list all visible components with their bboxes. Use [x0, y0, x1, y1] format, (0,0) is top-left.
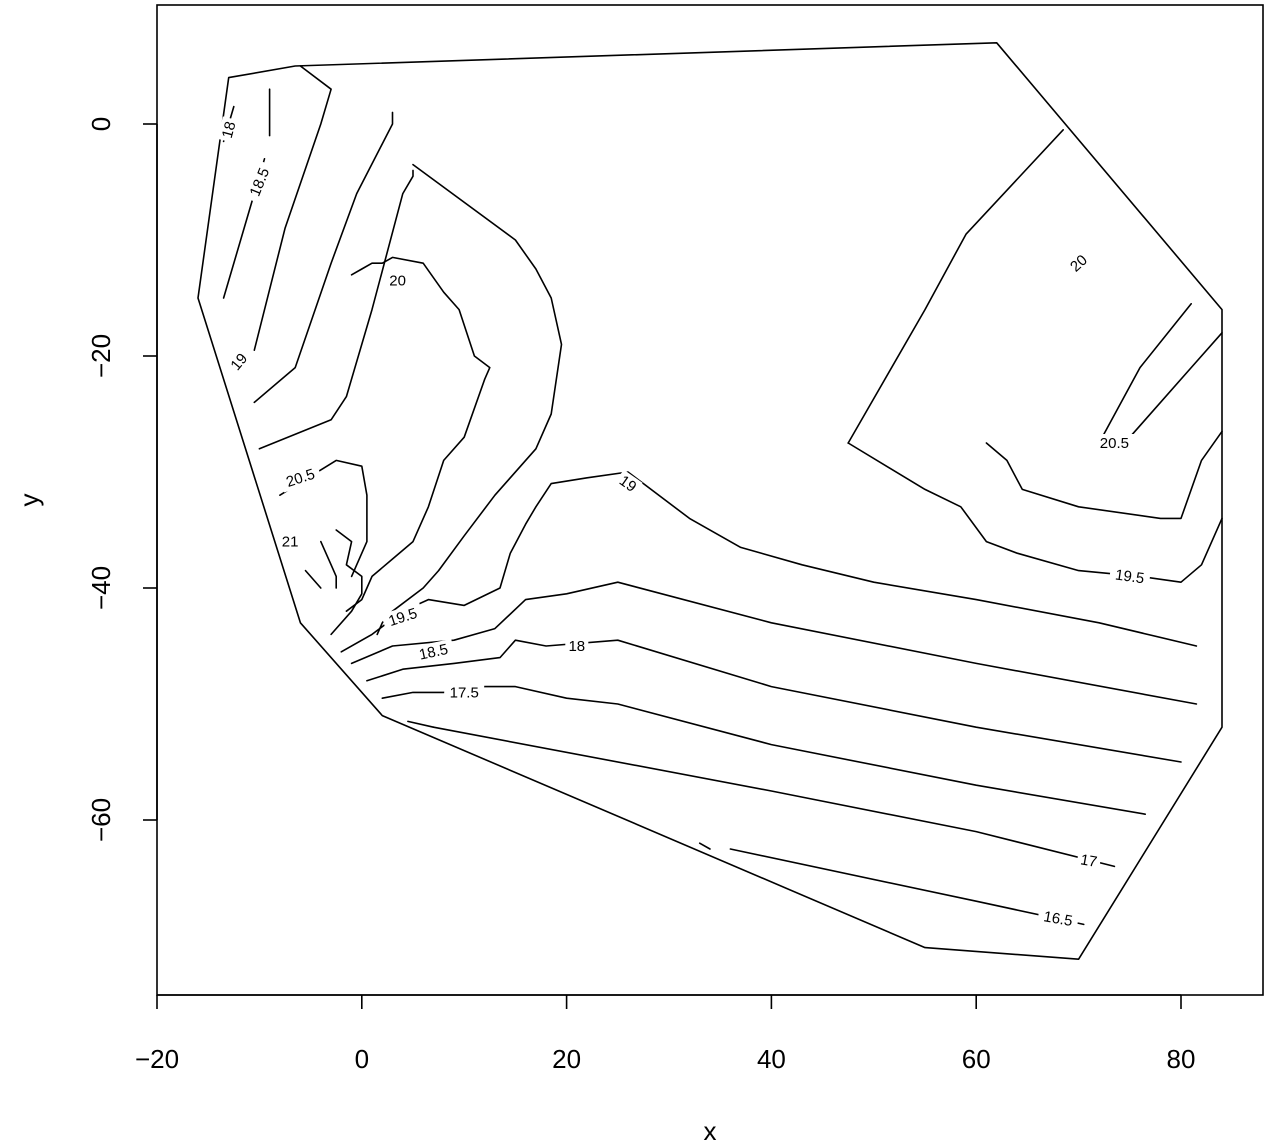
contour-label-bg [1075, 849, 1102, 872]
x-axis: −20 0 20 40 60 80 [135, 994, 1196, 1074]
contour-line-19-2-0 [253, 65, 332, 351]
contour-line-18-5-10-0 [350, 581, 1198, 705]
contour-label-layer: 18 18.5 19 20 20.5 21 19.5 18.5 18 17.5 19 17 16.5 19… [217, 116, 1151, 931]
contour-label-bg [1036, 906, 1080, 931]
contour-line-20-5-18-1 [1129, 332, 1223, 438]
contour-label-bg [278, 463, 323, 493]
contour-label-text: 19.5 [1114, 566, 1145, 587]
contour-label-12: 16.5 [1036, 906, 1080, 931]
y-tick-label: −60 [86, 798, 116, 842]
contour-label-bg [565, 637, 589, 655]
x-tick-label: 0 [355, 1044, 369, 1074]
contour-layer [222, 65, 1223, 926]
y-tick-label: 0 [86, 117, 116, 131]
contour-line-20-5-8-0 [279, 459, 368, 578]
contour-label-text: 18.5 [418, 641, 450, 664]
contour-label-text: 20 [389, 273, 406, 290]
x-axis-title: x [704, 1116, 717, 1146]
contour-label-text: 17.5 [450, 684, 479, 701]
contour-label-bg [278, 532, 302, 551]
x-tick-label: 60 [962, 1044, 991, 1074]
contour-label-2: 19 [224, 347, 254, 377]
contour-label-bg [613, 469, 643, 498]
contour-label-8: 18 [565, 637, 589, 655]
contour-label-text: 19 [227, 350, 251, 374]
contour-line-21-6-0 [304, 569, 322, 589]
contour-line-20-5-18-0 [1098, 303, 1192, 444]
contour-line-19-9-0 [340, 471, 1198, 653]
contour-label-bg [444, 683, 485, 702]
y-tick-label: −20 [86, 334, 116, 378]
x-tick-label: 40 [757, 1044, 786, 1074]
contour-label-text: 20 [1067, 252, 1091, 276]
contour-line-19-5-16-0 [847, 442, 1223, 583]
contour-label-bg [386, 271, 410, 290]
contour-label-text: 18.5 [247, 165, 274, 198]
contour-line-21-6-1 [320, 540, 337, 589]
contour-label-text: 21 [282, 534, 299, 551]
contour-label-10: 19 [613, 469, 643, 498]
contour-line-20-5-5-0 [345, 256, 491, 612]
contour-label-text: 18 [568, 638, 585, 655]
y-tick-label: −40 [86, 566, 116, 610]
contour-label-0: 18 [217, 116, 241, 144]
x-tick-label: −20 [135, 1044, 179, 1074]
contour-line-17-13-0 [407, 720, 435, 728]
contour-label-text: 16.5 [1042, 908, 1074, 930]
contour-label-text: 18 [219, 120, 240, 141]
contour-label-9: 17.5 [444, 683, 485, 702]
contour-label-text: 17 [1079, 851, 1098, 871]
contour-label-13: 19.5 [1108, 564, 1151, 589]
contour-label-bg [1094, 434, 1135, 452]
contour-label-text: 19.5 [386, 605, 419, 630]
hull-layer [197, 42, 1223, 960]
contour-label-bg [412, 638, 455, 665]
contour-line-20-4-1 [376, 163, 563, 636]
contour-label-1: 18.5 [243, 160, 276, 204]
contour-line-20-4-0 [258, 169, 414, 450]
contour-label-bg [243, 160, 276, 204]
contour-line-19-5-3-0 [253, 111, 394, 404]
y-axis-title: y [14, 494, 44, 507]
contour-label-6: 19.5 [380, 602, 425, 632]
contour-line-17-13-1 [432, 726, 1116, 868]
contour-label-7: 18.5 [412, 638, 455, 665]
plot-frame [156, 4, 1264, 996]
contour-label-bg [380, 602, 425, 632]
contour-line-20-17-0 [985, 430, 1223, 520]
x-tick-label: 20 [552, 1044, 581, 1074]
data-hull-boundary [197, 42, 1223, 960]
contour-line-19-5-7-0 [330, 529, 363, 636]
contour-label-4: 20.5 [278, 463, 323, 493]
contour-line-17-5-12-0 [381, 685, 1146, 815]
contour-line-16-5-14-0 [698, 842, 711, 850]
contour-label-15: 20.5 [1094, 434, 1135, 452]
contour-label-text: 20.5 [284, 466, 317, 491]
contour-label-bg [1064, 248, 1094, 278]
contour-line-18-11-0 [366, 639, 1182, 763]
contour-label-text: 20.5 [1100, 435, 1129, 452]
contour-label-5: 21 [278, 532, 302, 551]
contour-label-11: 17 [1075, 849, 1102, 872]
contour-label-bg [217, 116, 241, 144]
contour-line-20-15-0 [847, 129, 1064, 444]
contour-label-bg [224, 347, 254, 377]
x-tick-label: 80 [1167, 1044, 1196, 1074]
contour-label-14: 20 [1064, 248, 1094, 278]
contour-label-text: 19 [616, 472, 639, 495]
contour-label-bg [1108, 564, 1151, 589]
contour-label-3: 20 [386, 271, 410, 290]
y-axis: 0 −20 −40 −60 [86, 117, 158, 842]
